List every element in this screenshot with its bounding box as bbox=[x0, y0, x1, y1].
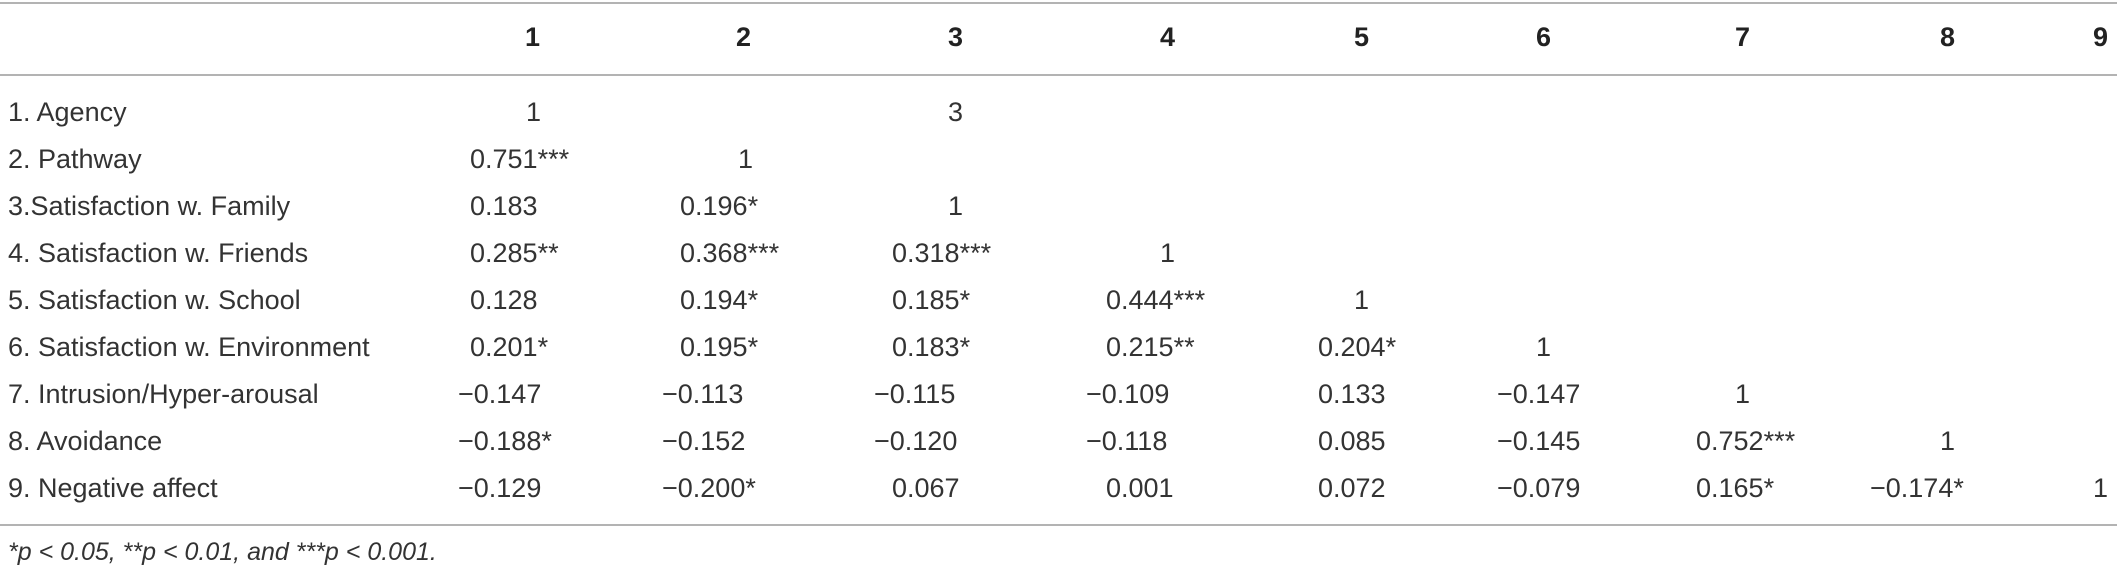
row-label: 2. Pathway bbox=[8, 144, 142, 174]
table-cell: −0.115 bbox=[874, 379, 956, 409]
row-label: 6. Satisfaction w. Environment bbox=[8, 332, 370, 362]
table-row: 8. Avoidance −0.188* −0.152 −0.120 −0.11… bbox=[0, 418, 2117, 465]
table-row: 3.Satisfaction w. Family 0.183 0.196* 1 bbox=[0, 183, 2117, 230]
table-cell: −0.200* bbox=[662, 473, 756, 503]
col-header-5: 5 bbox=[1354, 22, 1370, 52]
row-label: 3.Satisfaction w. Family bbox=[8, 191, 291, 221]
col-header-3: 3 bbox=[948, 22, 964, 52]
table-cell: 1 bbox=[526, 97, 542, 127]
table-row: 6. Satisfaction w. Environment 0.201* 0.… bbox=[0, 324, 2117, 371]
table-cell: −0.079 bbox=[1497, 473, 1581, 503]
table-cell: 0.201* bbox=[470, 332, 549, 362]
table-cell: −0.147 bbox=[458, 379, 542, 409]
table-cell: 0.752*** bbox=[1696, 426, 1796, 456]
table-cell: 0.183 bbox=[470, 191, 538, 221]
table-row: 4. Satisfaction w. Friends 0.285** 0.368… bbox=[0, 230, 2117, 277]
table-cell: −0.174* bbox=[1870, 473, 1964, 503]
table-row: 2. Pathway 0.751*** 1 bbox=[0, 136, 2117, 183]
col-header-9: 9 bbox=[2093, 22, 2109, 52]
table-row: 5. Satisfaction w. School 0.128 0.194* 0… bbox=[0, 277, 2117, 324]
table-cell: 1 bbox=[1354, 285, 1370, 315]
row-label: 4. Satisfaction w. Friends bbox=[8, 238, 309, 268]
table-cell: 0.067 bbox=[892, 473, 960, 503]
table-cell: 0.185* bbox=[892, 285, 971, 315]
row-label: 8. Avoidance bbox=[8, 426, 163, 456]
table-cell: 0.751*** bbox=[470, 144, 570, 174]
table-cell: 1 bbox=[1160, 238, 1176, 268]
row-label: 7. Intrusion/Hyper-arousal bbox=[8, 379, 319, 409]
table-cell: −0.145 bbox=[1497, 426, 1581, 456]
table-cell: 1 bbox=[1735, 379, 1751, 409]
table-cell: −0.152 bbox=[662, 426, 746, 456]
table-cell: 1 bbox=[1940, 426, 1956, 456]
table-cell: 0.165* bbox=[1696, 473, 1775, 503]
table-cell: 0.215** bbox=[1106, 332, 1195, 362]
table-row: 7. Intrusion/Hyper-arousal −0.147 −0.113… bbox=[0, 371, 2117, 418]
table-bottom-rule bbox=[0, 524, 2117, 526]
table-cell: 0.128 bbox=[470, 285, 538, 315]
table-footnote: *p < 0.05, **p < 0.01, and ***p < 0.001. bbox=[8, 538, 437, 566]
table-cell: 3 bbox=[948, 97, 964, 127]
col-header-8: 8 bbox=[1940, 22, 1956, 52]
table-cell: 0.133 bbox=[1318, 379, 1386, 409]
table-row: 9. Negative affect −0.129 −0.200* 0.067 … bbox=[0, 465, 2117, 512]
table-cell: 1 bbox=[2093, 473, 2109, 503]
table-cell: 1 bbox=[738, 144, 754, 174]
col-header-1: 1 bbox=[525, 22, 541, 52]
table-cell: 0.195* bbox=[680, 332, 759, 362]
table-cell: 0.204* bbox=[1318, 332, 1397, 362]
table-cell: −0.129 bbox=[458, 473, 542, 503]
table-cell: 0.194* bbox=[680, 285, 759, 315]
table-cell: 0.085 bbox=[1318, 426, 1386, 456]
table-cell: −0.118 bbox=[1086, 426, 1168, 456]
row-label: 1. Agency bbox=[8, 97, 127, 127]
table-cell: 1 bbox=[948, 191, 964, 221]
table-cell: 0.444*** bbox=[1106, 285, 1206, 315]
row-label: 5. Satisfaction w. School bbox=[8, 285, 301, 315]
row-label: 9. Negative affect bbox=[8, 473, 218, 503]
table-cell: −0.147 bbox=[1497, 379, 1581, 409]
header-rule bbox=[0, 74, 2117, 76]
col-header-6: 6 bbox=[1536, 22, 1552, 52]
col-header-4: 4 bbox=[1160, 22, 1176, 52]
table-cell: 0.001 bbox=[1106, 473, 1174, 503]
table-cell: 0.318*** bbox=[892, 238, 992, 268]
table-cell: −0.109 bbox=[1086, 379, 1170, 409]
table-row: 1. Agency 1 3 bbox=[0, 89, 2117, 136]
table-cell: 0.196* bbox=[680, 191, 759, 221]
col-header-2: 2 bbox=[736, 22, 752, 52]
table-cell: 1 bbox=[1536, 332, 1552, 362]
table-cell: 0.072 bbox=[1318, 473, 1386, 503]
table-cell: −0.188* bbox=[458, 426, 552, 456]
table-cell: −0.113 bbox=[662, 379, 744, 409]
table-top-rule bbox=[0, 2, 2117, 4]
table-cell: 0.368*** bbox=[680, 238, 780, 268]
table-cell: 0.183* bbox=[892, 332, 971, 362]
table-cell: 0.285** bbox=[470, 238, 559, 268]
table-cell: −0.120 bbox=[874, 426, 958, 456]
col-header-7: 7 bbox=[1735, 22, 1751, 52]
